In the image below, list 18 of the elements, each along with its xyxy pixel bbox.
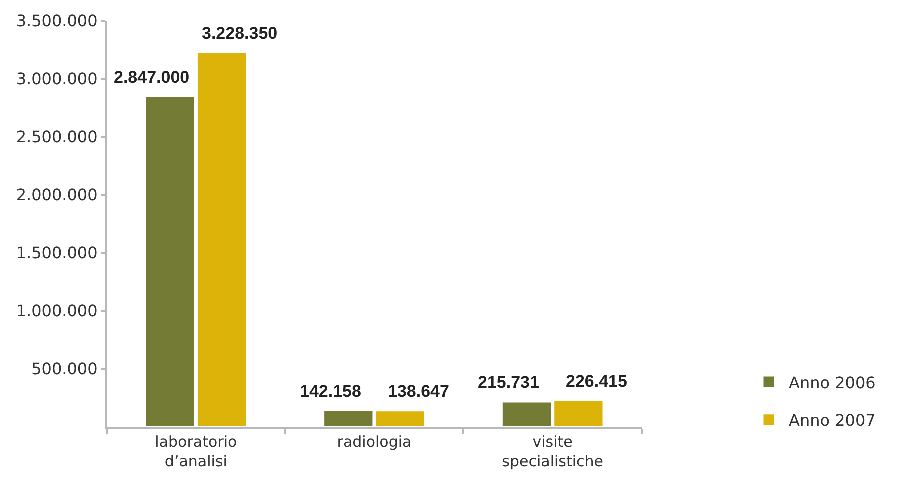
- data-label: 3.228.350: [202, 24, 278, 43]
- x-tick-label: laboratorio d’analisi: [155, 433, 238, 470]
- data-label: 138.647: [388, 382, 450, 401]
- legend-label: Anno 2006: [789, 373, 876, 392]
- y-tick-label: 1.500.000: [16, 244, 98, 263]
- data-label: 142.158: [300, 382, 362, 401]
- data-label: 226.415: [566, 372, 628, 391]
- y-tick-label: 1.000.000: [16, 302, 98, 321]
- x-tick-label: visite specialistiche: [502, 433, 604, 470]
- data-label: 215.731: [478, 373, 540, 392]
- y-tick-label: 500.000: [32, 360, 98, 379]
- data-label: 2.847.000: [114, 68, 190, 87]
- x-tick-label: radiologia: [337, 433, 412, 451]
- y-tick-label: 2.500.000: [16, 128, 98, 147]
- y-tick-label: 2.000.000: [16, 186, 98, 205]
- y-tick-label: 3.500.000: [16, 12, 98, 31]
- y-tick-label: 3.000.000: [16, 70, 98, 89]
- legend-label: Anno 2007: [789, 411, 876, 430]
